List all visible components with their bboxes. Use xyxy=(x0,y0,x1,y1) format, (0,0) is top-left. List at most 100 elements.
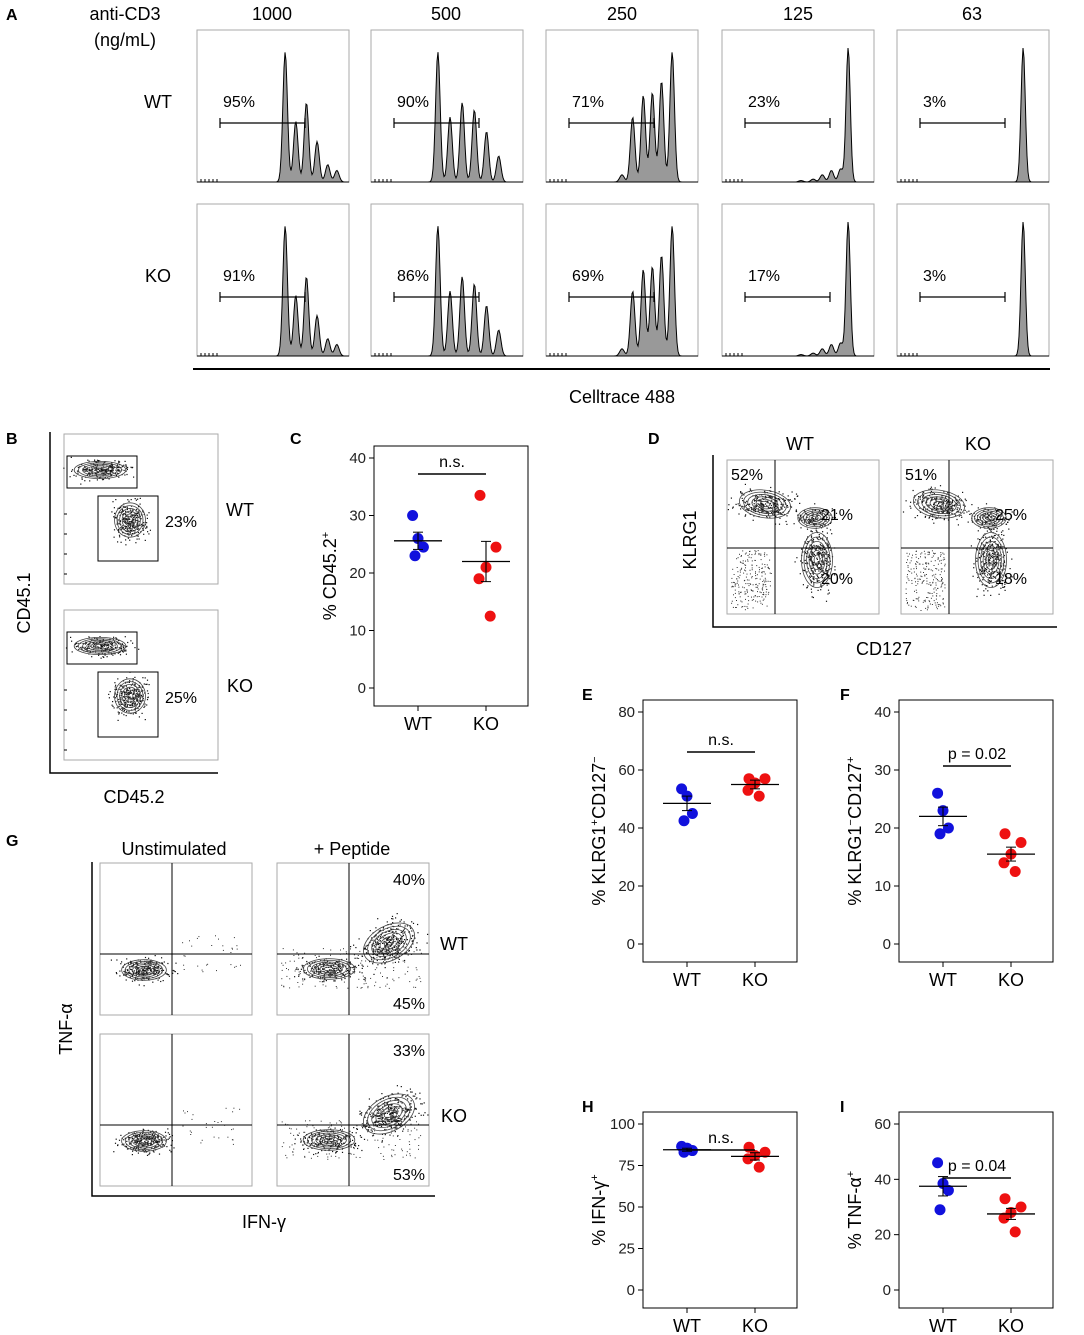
event-dot xyxy=(751,599,753,601)
event-dot xyxy=(149,966,151,968)
event-dot xyxy=(923,550,925,552)
event-dot xyxy=(393,1115,395,1117)
event-dot xyxy=(410,1091,412,1093)
event-dot xyxy=(136,1141,139,1143)
event-dot xyxy=(988,565,990,567)
event-dot xyxy=(738,584,739,586)
event-dot xyxy=(916,515,919,517)
event-dot xyxy=(938,605,940,607)
event-dot xyxy=(763,579,765,581)
event-dot xyxy=(829,514,831,516)
event-dot xyxy=(359,1157,361,1158)
event-dot xyxy=(747,560,749,562)
event-dot xyxy=(827,561,830,563)
density-contour xyxy=(302,1129,356,1151)
event-dot xyxy=(928,583,930,585)
event-dot xyxy=(989,519,991,521)
event-dot xyxy=(110,959,112,961)
event-dot xyxy=(373,944,375,947)
cd45-2-gate xyxy=(97,495,159,562)
event-dot xyxy=(397,948,399,950)
event-dot xyxy=(906,552,908,554)
event-dot xyxy=(137,528,139,530)
event-dot xyxy=(916,503,918,505)
event-dot xyxy=(94,467,96,469)
event-dot xyxy=(732,585,733,587)
event-dot xyxy=(827,554,829,556)
event-dot xyxy=(771,512,773,514)
event-dot xyxy=(994,534,996,536)
event-dot xyxy=(917,561,919,563)
event-dot xyxy=(139,700,142,703)
event-dot xyxy=(317,967,320,969)
event-dot xyxy=(342,965,344,967)
event-dot xyxy=(756,565,758,567)
event-dot xyxy=(123,699,125,702)
event-dot xyxy=(128,971,130,974)
event-dot xyxy=(980,561,983,563)
event-dot xyxy=(814,523,816,525)
event-dot xyxy=(956,504,958,506)
event-dot xyxy=(739,591,741,593)
event-dot xyxy=(152,1136,154,1138)
event-dot xyxy=(337,1137,340,1139)
event-dot xyxy=(922,563,924,565)
event-dot xyxy=(310,1142,312,1145)
event-dot xyxy=(285,962,287,964)
event-dot xyxy=(778,512,780,514)
event-dot xyxy=(80,483,82,485)
event-dot xyxy=(341,958,343,961)
event-dot xyxy=(978,573,980,575)
event-dot xyxy=(391,1093,393,1095)
event-dot xyxy=(132,713,134,715)
event-dot xyxy=(330,1155,332,1157)
quadrant-percent-label: 52% xyxy=(731,467,763,484)
event-dot xyxy=(142,527,144,529)
event-dot xyxy=(332,1145,334,1147)
event-dot xyxy=(134,530,136,532)
event-dot xyxy=(934,552,936,554)
event-dot xyxy=(143,1151,145,1153)
event-dot xyxy=(941,507,943,509)
event-dot xyxy=(1005,523,1007,525)
event-dot xyxy=(167,974,169,976)
event-dot xyxy=(73,474,75,476)
event-dot xyxy=(941,503,943,506)
event-dot xyxy=(416,949,418,951)
event-dot xyxy=(772,504,774,506)
event-dot xyxy=(96,459,99,461)
g-xlabel: IFN-γ xyxy=(242,1212,286,1232)
event-dot xyxy=(337,1134,339,1137)
event-dot xyxy=(124,701,126,703)
event-dot xyxy=(404,1111,406,1113)
event-dot xyxy=(332,1129,334,1131)
event-dot xyxy=(816,574,818,576)
event-dot xyxy=(411,940,413,942)
event-dot xyxy=(392,948,394,950)
event-dot xyxy=(138,648,140,650)
event-dot xyxy=(762,507,764,509)
event-dot xyxy=(115,1138,117,1140)
event-dot xyxy=(115,474,118,477)
event-dot xyxy=(915,581,916,583)
event-dot xyxy=(758,503,760,506)
percent-divided-label: 3% xyxy=(923,268,946,285)
event-dot xyxy=(363,978,365,980)
event-dot xyxy=(401,1118,403,1120)
event-dot xyxy=(117,469,119,471)
event-dot xyxy=(764,490,766,492)
event-dot xyxy=(377,1112,380,1114)
event-dot xyxy=(118,469,120,471)
event-dot xyxy=(152,967,154,969)
event-dot xyxy=(368,1098,370,1100)
event-dot xyxy=(132,642,134,644)
event-dot xyxy=(980,569,982,571)
event-dot xyxy=(111,462,113,464)
event-dot xyxy=(378,1108,380,1110)
event-dot xyxy=(398,948,400,950)
event-dot xyxy=(84,646,86,648)
event-dot xyxy=(818,554,820,556)
event-dot xyxy=(1014,509,1016,511)
event-dot xyxy=(755,586,757,588)
event-dot xyxy=(152,1150,154,1152)
